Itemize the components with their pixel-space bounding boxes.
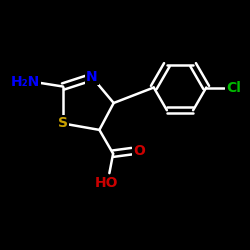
Text: HO: HO bbox=[94, 176, 118, 190]
Text: O: O bbox=[133, 144, 145, 158]
Text: Cl: Cl bbox=[226, 80, 241, 94]
Text: S: S bbox=[58, 116, 68, 130]
Text: N: N bbox=[86, 70, 98, 84]
Text: H₂N: H₂N bbox=[11, 74, 40, 88]
